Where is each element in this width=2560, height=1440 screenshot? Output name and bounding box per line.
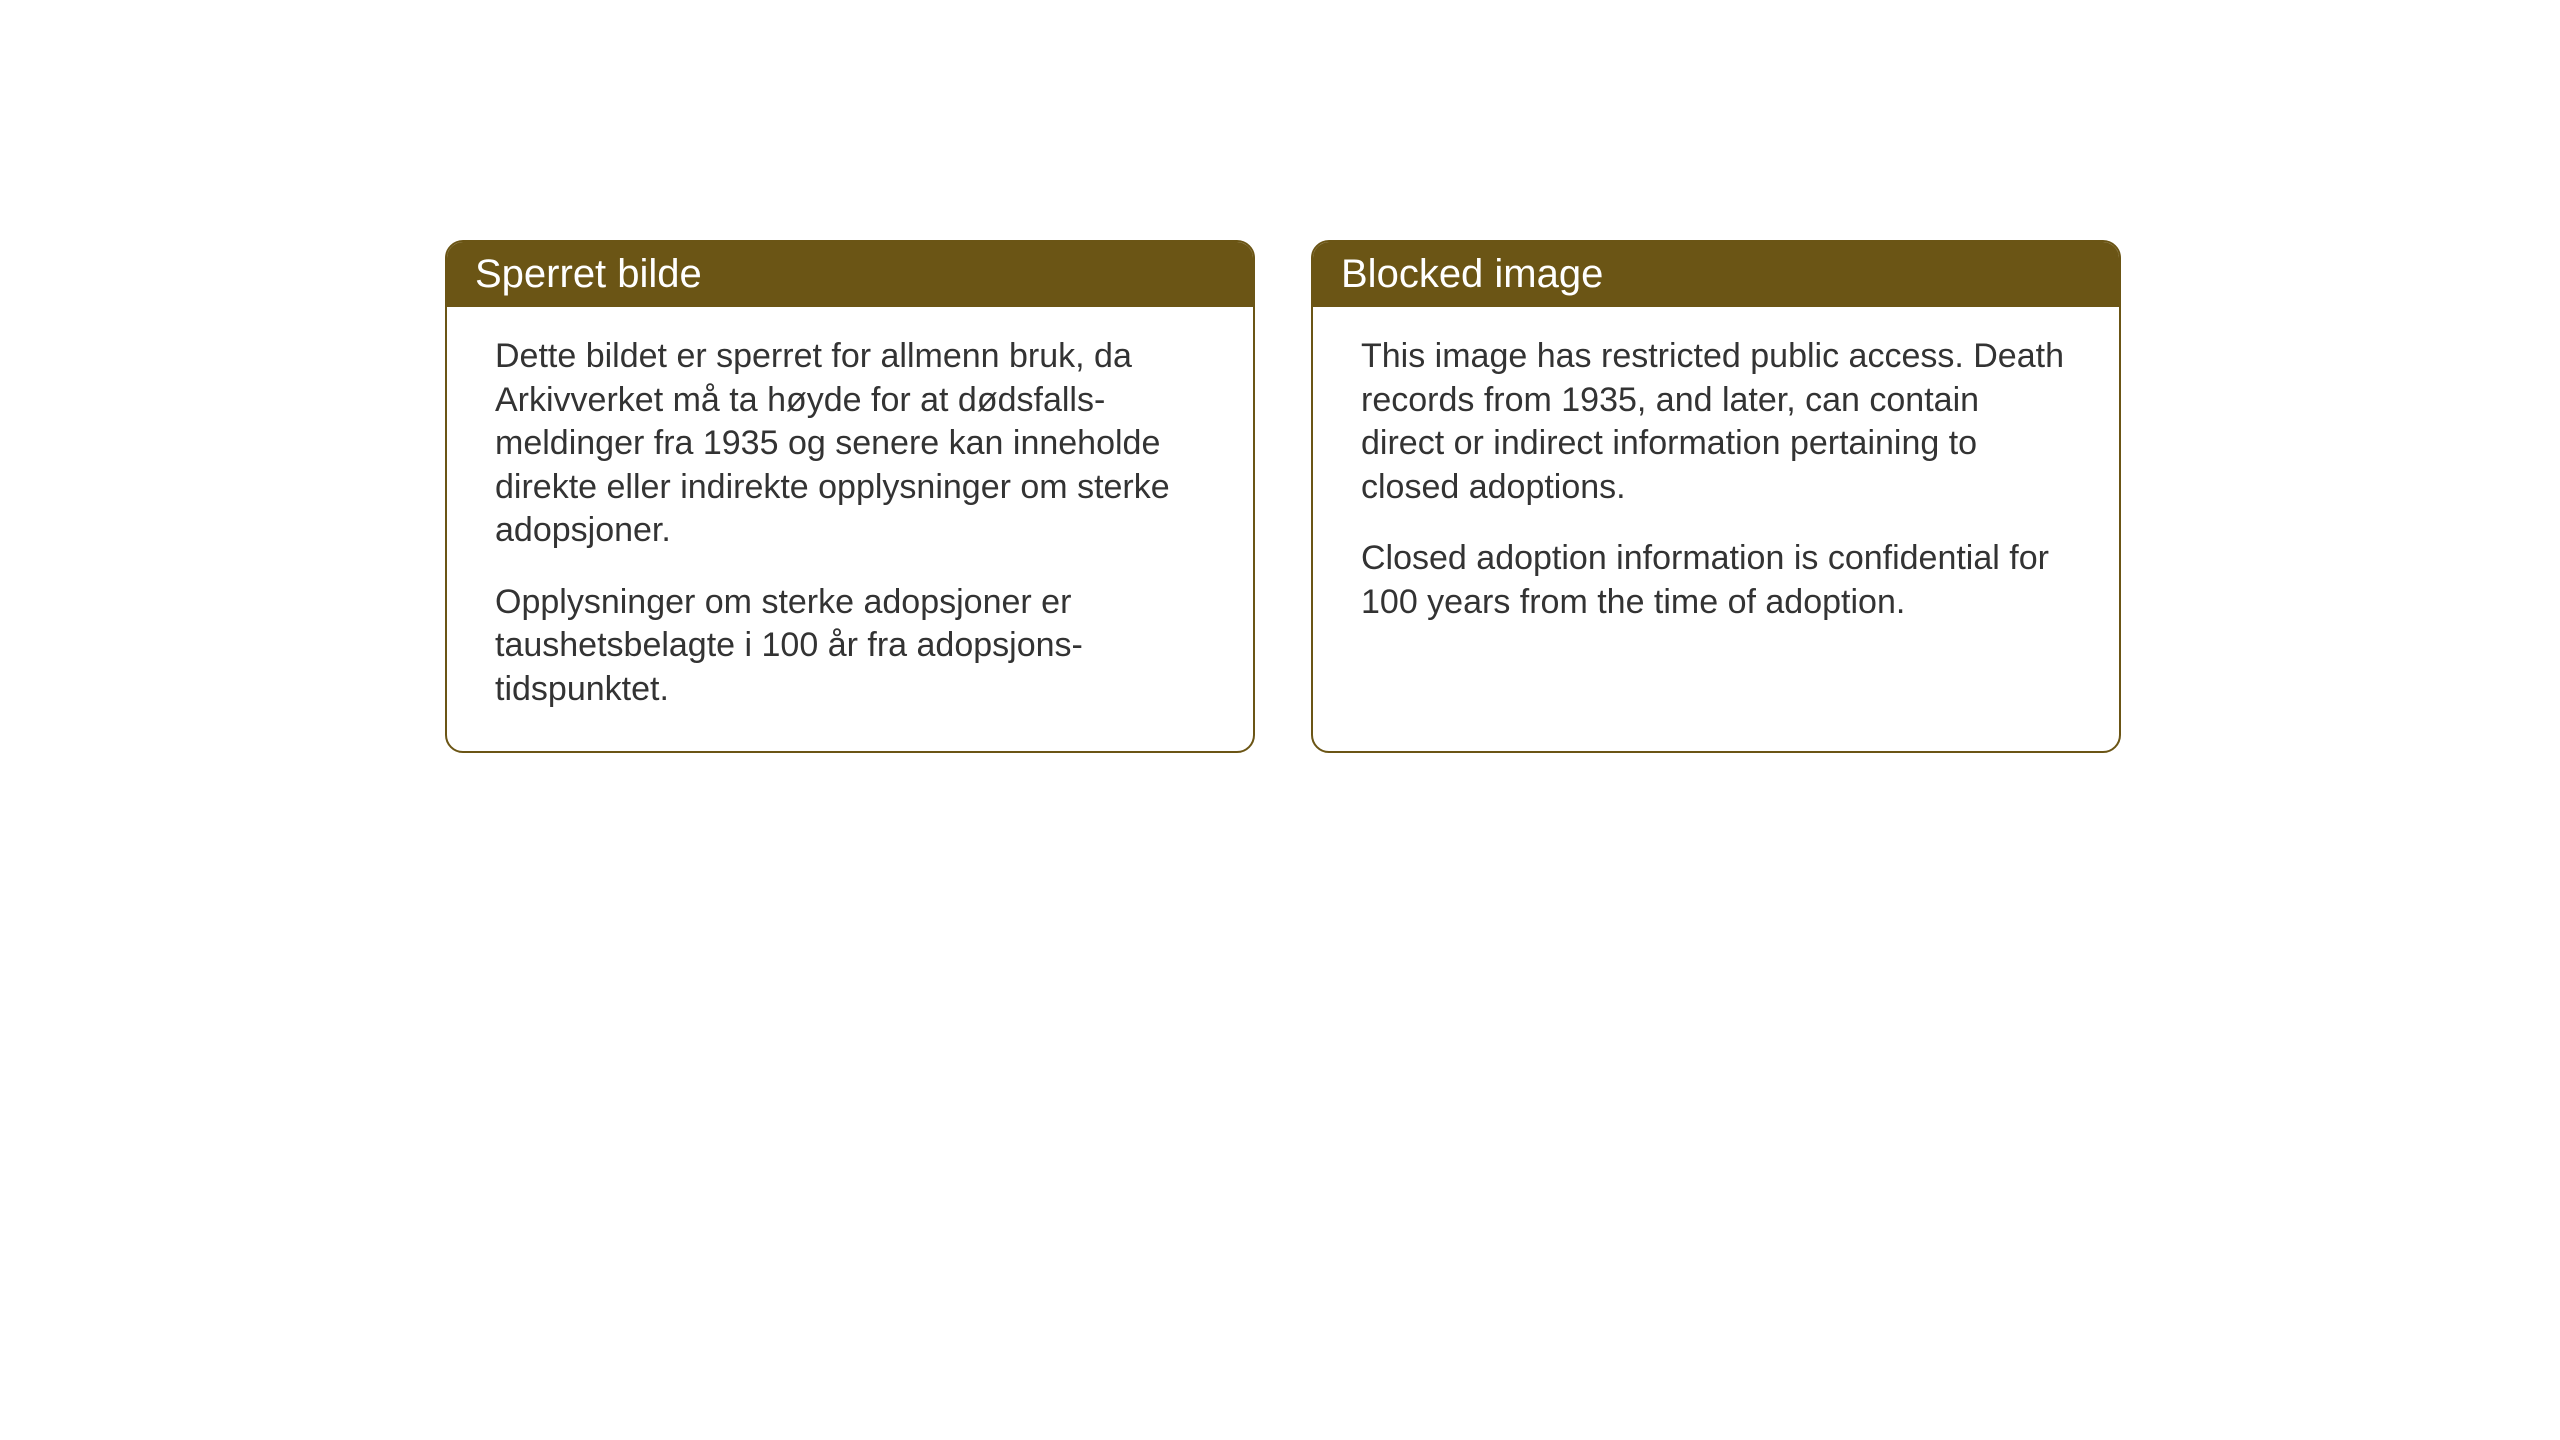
- notice-container: Sperret bilde Dette bildet er sperret fo…: [445, 240, 2121, 753]
- norwegian-paragraph-1: Dette bildet er sperret for allmenn bruk…: [495, 335, 1205, 553]
- norwegian-card-header: Sperret bilde: [447, 242, 1253, 307]
- norwegian-title: Sperret bilde: [475, 252, 702, 296]
- english-card-header: Blocked image: [1313, 242, 2119, 307]
- english-paragraph-2: Closed adoption information is confident…: [1361, 537, 2071, 624]
- english-notice-card: Blocked image This image has restricted …: [1311, 240, 2121, 753]
- english-card-body: This image has restricted public access.…: [1313, 307, 2119, 664]
- norwegian-paragraph-2: Opplysninger om sterke adopsjoner er tau…: [495, 581, 1205, 712]
- norwegian-card-body: Dette bildet er sperret for allmenn bruk…: [447, 307, 1253, 751]
- english-title: Blocked image: [1341, 252, 1603, 296]
- norwegian-notice-card: Sperret bilde Dette bildet er sperret fo…: [445, 240, 1255, 753]
- english-paragraph-1: This image has restricted public access.…: [1361, 335, 2071, 509]
